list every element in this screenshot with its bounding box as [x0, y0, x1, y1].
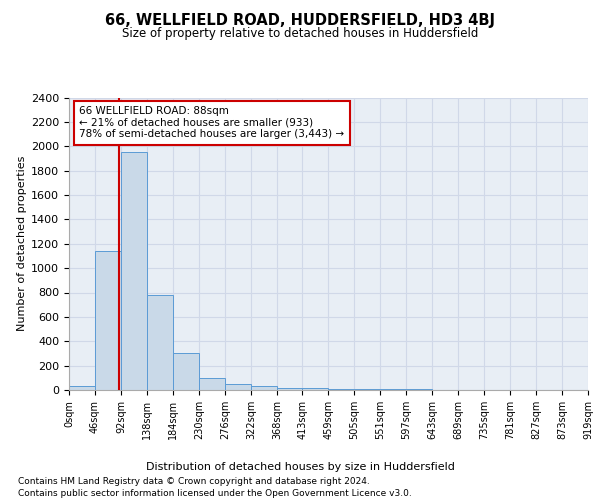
Text: Size of property relative to detached houses in Huddersfield: Size of property relative to detached ho…	[122, 28, 478, 40]
Bar	[251, 386, 277, 390]
Y-axis label: Number of detached properties: Number of detached properties	[17, 156, 27, 332]
Text: Contains public sector information licensed under the Open Government Licence v3: Contains public sector information licen…	[18, 489, 412, 498]
Bar	[225, 384, 251, 390]
Text: 66, WELLFIELD ROAD, HUDDERSFIELD, HD3 4BJ: 66, WELLFIELD ROAD, HUDDERSFIELD, HD3 4B…	[105, 12, 495, 28]
Bar	[277, 388, 303, 390]
Text: Distribution of detached houses by size in Huddersfield: Distribution of detached houses by size …	[146, 462, 454, 472]
Bar	[173, 354, 199, 390]
Bar	[69, 386, 95, 390]
Bar	[199, 378, 225, 390]
Text: Contains HM Land Registry data © Crown copyright and database right 2024.: Contains HM Land Registry data © Crown c…	[18, 478, 370, 486]
Bar	[95, 251, 121, 390]
Text: 66 WELLFIELD ROAD: 88sqm
← 21% of detached houses are smaller (933)
78% of semi-: 66 WELLFIELD ROAD: 88sqm ← 21% of detach…	[79, 106, 344, 140]
Bar	[147, 295, 173, 390]
Bar	[302, 388, 328, 390]
Bar	[328, 389, 354, 390]
Bar	[354, 389, 380, 390]
Bar	[121, 152, 147, 390]
